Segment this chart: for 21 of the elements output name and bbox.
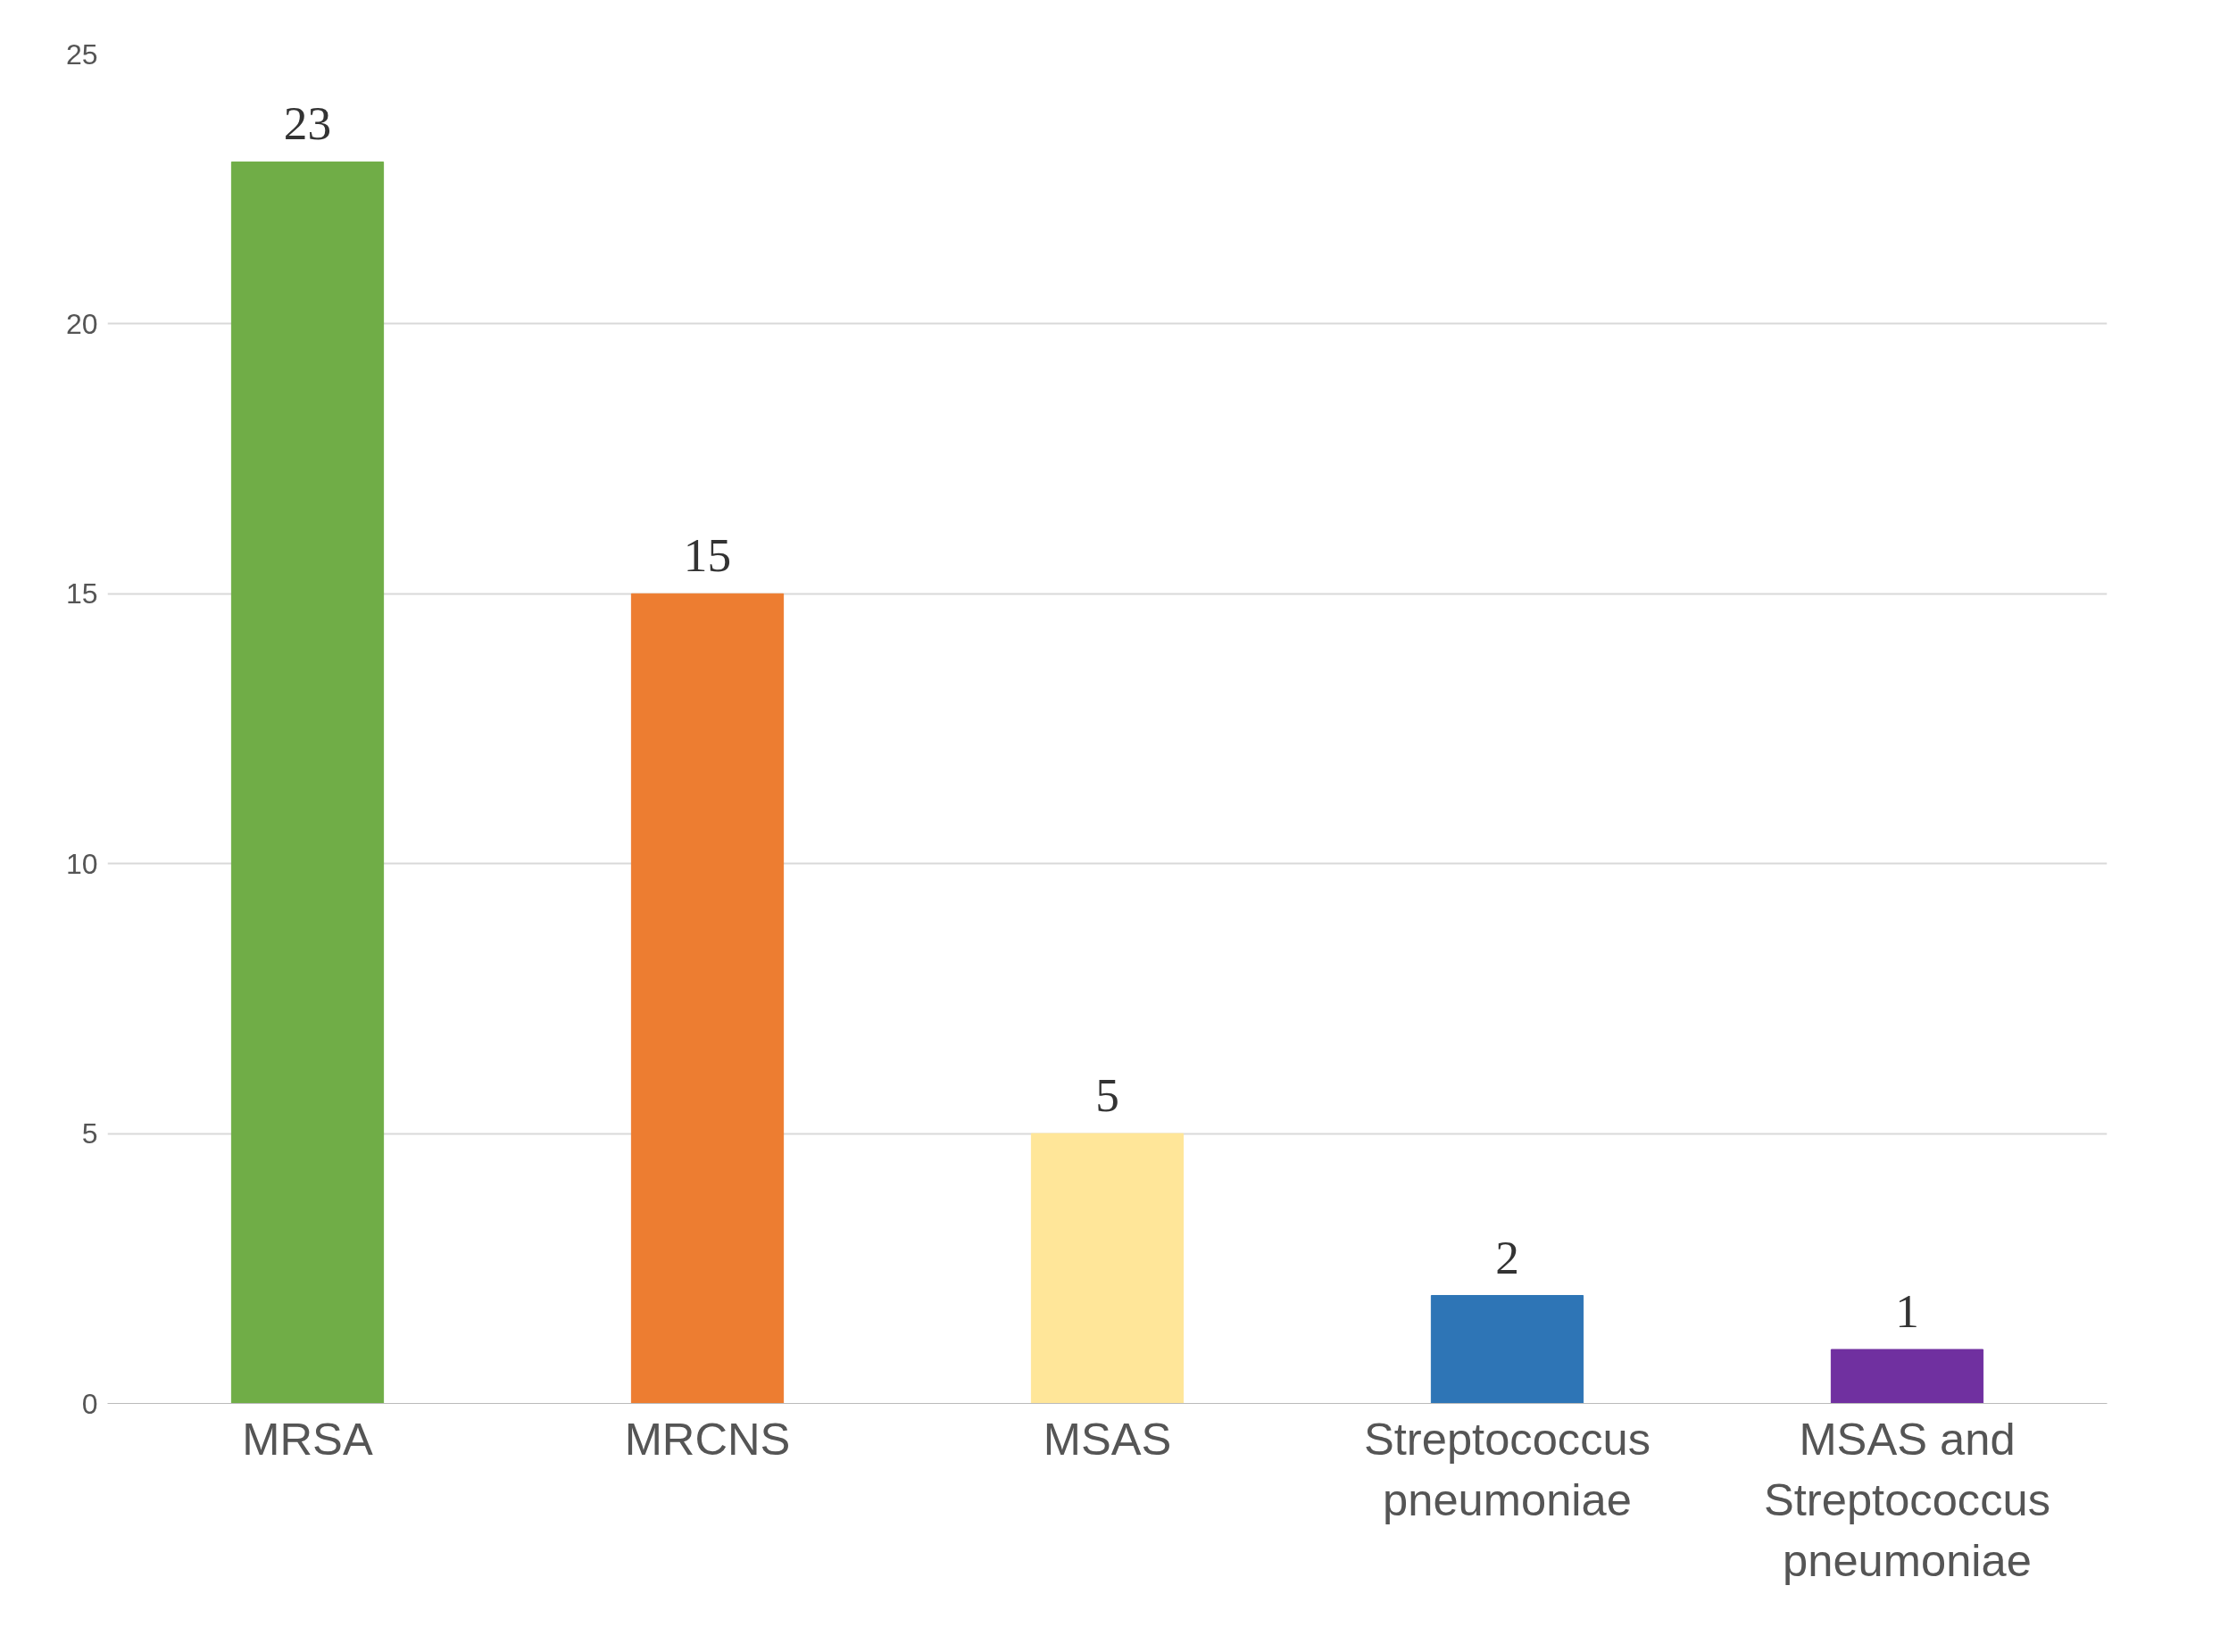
y-tick-label: 5 xyxy=(81,1117,98,1150)
x-tick-label: MSAS xyxy=(1043,1413,1172,1465)
x-tick-label: MSAS and Streptococcus pneumoniae xyxy=(1764,1413,2050,1587)
bar xyxy=(1430,1295,1584,1404)
x-tick-label: MRCNS xyxy=(624,1413,791,1465)
data-label: 15 xyxy=(683,528,732,583)
bar xyxy=(1830,1349,1984,1404)
y-tick-label: 0 xyxy=(81,1387,98,1420)
data-label: 1 xyxy=(1895,1284,1919,1339)
data-label: 5 xyxy=(1095,1068,1119,1123)
x-tick-label: MRSA xyxy=(242,1413,373,1465)
y-tick-label: 15 xyxy=(65,577,98,610)
bar xyxy=(230,161,385,1404)
y-tick-label: 25 xyxy=(65,37,98,71)
bar xyxy=(630,593,785,1404)
data-label: 2 xyxy=(1495,1230,1519,1284)
y-tick-label: 10 xyxy=(65,847,98,880)
bar xyxy=(1030,1133,1185,1404)
data-label: 23 xyxy=(283,96,332,151)
x-tick-label: Streptococcus pneumoniae xyxy=(1364,1413,1650,1525)
y-tick-label: 20 xyxy=(65,307,98,340)
